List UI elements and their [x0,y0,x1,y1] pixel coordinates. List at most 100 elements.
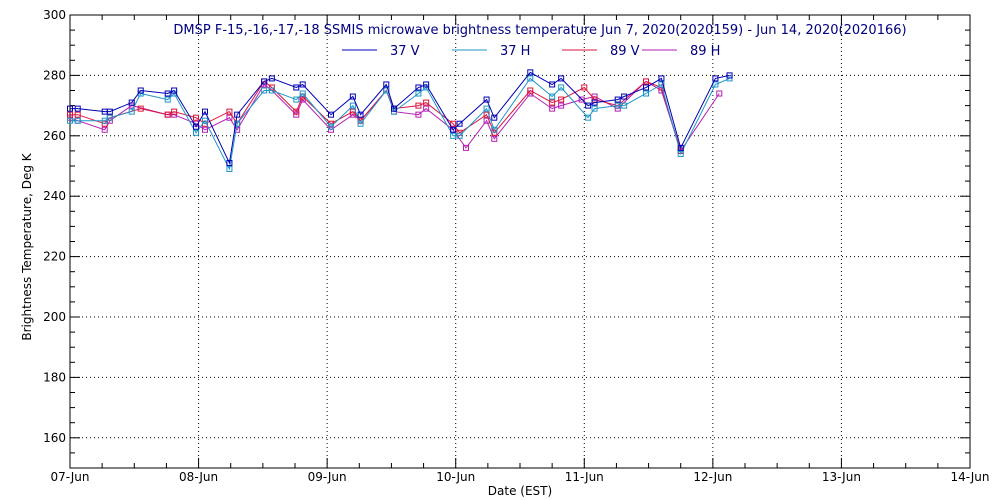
data-point-marker [658,75,665,82]
data-point-marker [558,102,565,109]
series-line [69,80,720,153]
data-point-marker [74,111,81,118]
data-point-marker [383,87,390,94]
data-point-marker [164,96,171,103]
data-point-marker [268,75,275,82]
data-point-marker [591,105,598,112]
data-point-marker [450,132,457,139]
data-point-marker [549,99,556,106]
x-tick-label: 13-Jun [822,470,861,484]
data-point-marker [67,111,73,118]
x-tick-label: 09-Jun [308,470,347,484]
data-point-marker [643,90,649,97]
data-point-marker [383,81,390,88]
data-point-marker [293,108,300,115]
x-tick-label: 08-Jun [179,470,218,484]
data-point-marker [128,99,135,106]
data-point-marker [677,150,684,157]
data-point-marker [137,105,144,112]
data-point-marker [716,90,723,97]
data-point-marker [527,69,534,76]
data-point-marker [621,93,628,100]
data-point-marker [202,126,208,133]
data-point-marker [268,84,275,91]
x-tick-label: 10-Jun [436,470,475,484]
data-point-marker [585,114,592,121]
data-point-marker [456,120,463,127]
data-point-marker [483,96,490,103]
data-point-marker [299,90,306,97]
legend-label: 89 V [610,44,640,59]
data-point-marker [106,114,113,121]
data-point-marker [226,166,233,173]
data-point-marker [549,81,556,88]
data-point-marker [261,87,268,94]
data-point-marker [621,102,628,109]
data-point-marker [202,108,208,115]
x-axis-label: Date (EST) [488,484,552,498]
data-point-marker [456,132,463,139]
y-tick-label: 200 [43,310,66,324]
legend-label: 37 H [500,44,530,59]
data-point-marker [128,108,135,115]
data-point-marker [591,99,598,106]
data-point-marker [643,84,649,91]
x-tick-label: 07-Jun [50,470,89,484]
grid-lines [70,15,970,468]
data-point-marker [415,90,422,97]
y-tick-label: 300 [43,8,66,22]
data-point-marker [171,111,178,118]
data-point-marker [101,126,108,133]
data-point-marker [202,117,208,124]
data-point-marker [299,81,306,88]
data-point-marker [328,123,334,130]
data-point-marker [527,87,534,94]
data-point-marker [643,78,649,85]
data-point-marker [677,144,684,151]
data-point-marker [357,111,364,118]
data-point-marker [450,126,457,133]
data-point-marker [193,114,199,121]
axes: 160 180 200 220 240 260 280 300 07-Jun 08-Jun 09-J… [43,8,989,484]
data-point-marker [67,105,73,112]
data-point-marker [483,105,490,112]
legend-label: 89 H [690,44,720,59]
x-tick-label: 14-Jun [950,470,989,484]
series-line [70,77,730,171]
data-point-marker [578,96,585,103]
data-point-marker [549,105,556,112]
data-point-marker [423,99,430,106]
data-point-marker [67,117,73,124]
data-point-marker [234,111,241,118]
series-37-h [67,75,733,173]
y-tick-label: 220 [43,250,66,264]
data-point-marker [101,117,108,124]
series-layer [67,69,733,173]
data-point-marker [558,75,565,82]
data-point-marker [74,117,81,124]
data-point-marker [726,72,733,79]
legend: 37 V 37 H 89 V 89 H [342,44,720,59]
chart-title: DMSP F-15,-16,-17,-18 SSMIS microwave br… [173,23,906,38]
data-point-marker [234,120,241,127]
legend-label: 37 V [390,44,420,59]
data-point-marker [293,96,300,103]
x-tick-label: 11-Jun [565,470,604,484]
data-point-marker [726,75,733,82]
data-point-marker [491,114,498,121]
y-tick-label: 180 [43,370,66,384]
data-point-marker [558,96,565,103]
data-point-marker [591,96,598,103]
data-point-marker [164,90,171,97]
y-tick-label: 280 [43,68,66,82]
data-point-marker [415,102,422,109]
data-point-marker [415,111,422,118]
data-point-marker [558,84,565,91]
y-tick-label: 260 [43,129,66,143]
series-line [70,71,730,165]
plot-frame [69,14,971,469]
data-point-marker [463,144,469,151]
data-point-marker [226,159,233,166]
data-point-marker [423,81,430,88]
data-point-marker [74,105,81,112]
